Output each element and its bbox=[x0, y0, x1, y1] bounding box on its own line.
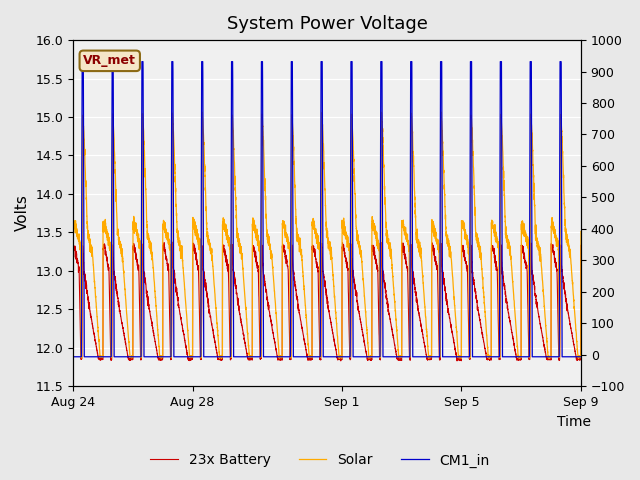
Solar bbox=[150, 276, 158, 282]
Solar bbox=[116, 240, 124, 245]
23x Battery bbox=[168, 239, 176, 245]
Legend: 23x Battery, Solar, CM1_in: 23x Battery, Solar, CM1_in bbox=[145, 448, 495, 473]
CM1_in bbox=[175, 354, 183, 360]
23x Battery bbox=[381, 281, 389, 287]
23x Battery bbox=[577, 242, 585, 248]
Solar bbox=[437, 109, 445, 115]
CM1_in bbox=[116, 354, 124, 360]
CM1_in bbox=[577, 354, 585, 360]
Solar bbox=[575, 356, 582, 361]
Line: CM1_in: CM1_in bbox=[73, 61, 581, 357]
Solar bbox=[381, 197, 389, 203]
Solar bbox=[432, 229, 440, 235]
CM1_in bbox=[150, 354, 158, 360]
CM1_in bbox=[432, 354, 440, 360]
Solar bbox=[69, 217, 77, 223]
Line: 23x Battery: 23x Battery bbox=[73, 242, 581, 361]
CM1_in bbox=[376, 354, 383, 360]
Title: System Power Voltage: System Power Voltage bbox=[227, 15, 428, 33]
Solar bbox=[376, 313, 383, 319]
Line: Solar: Solar bbox=[73, 112, 581, 359]
23x Battery bbox=[116, 309, 124, 314]
23x Battery bbox=[150, 334, 158, 339]
23x Battery bbox=[376, 355, 383, 361]
CM1_in bbox=[69, 354, 77, 360]
Solar bbox=[175, 239, 183, 244]
23x Battery bbox=[432, 258, 440, 264]
23x Battery bbox=[69, 243, 77, 249]
X-axis label: Time: Time bbox=[557, 415, 591, 430]
Y-axis label: Volts: Volts bbox=[15, 194, 30, 231]
Text: VR_met: VR_met bbox=[83, 54, 136, 67]
23x Battery bbox=[453, 358, 461, 364]
Solar bbox=[577, 228, 585, 234]
23x Battery bbox=[175, 305, 183, 311]
CM1_in bbox=[78, 59, 86, 64]
CM1_in bbox=[381, 354, 389, 360]
